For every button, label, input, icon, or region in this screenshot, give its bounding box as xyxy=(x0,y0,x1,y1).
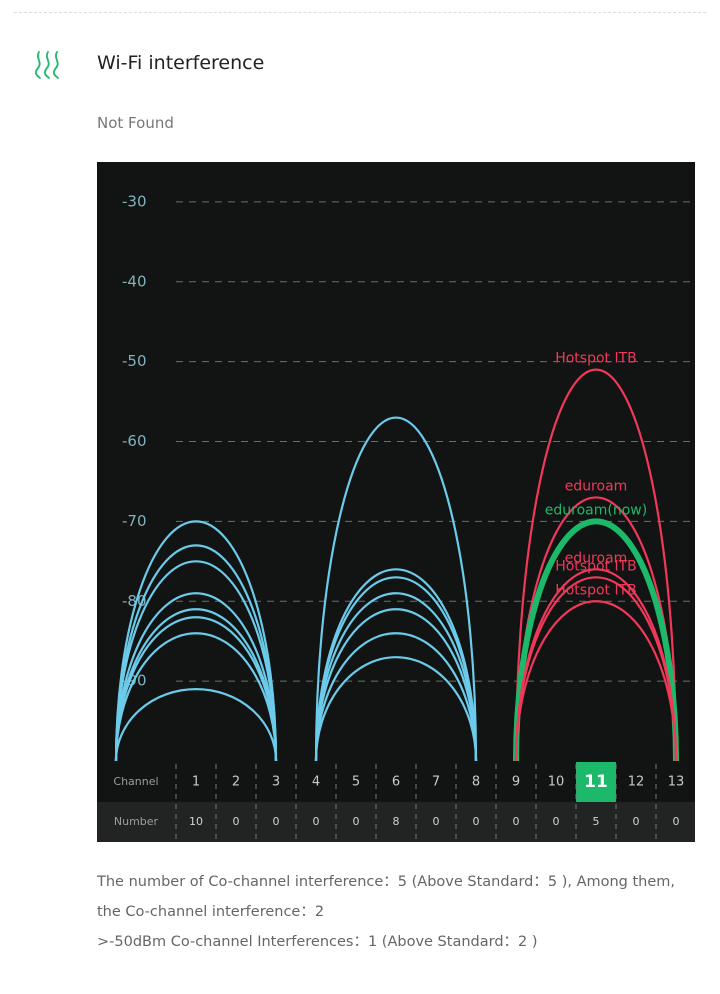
wifi-icon xyxy=(35,51,59,79)
signal-arc xyxy=(114,632,278,762)
signal-arc xyxy=(314,656,478,762)
channel-label: 9 xyxy=(512,775,520,790)
y-tick-label: -60 xyxy=(122,432,147,450)
signal-arc xyxy=(114,688,278,762)
count-label: 8 xyxy=(393,815,400,828)
count-label: 0 xyxy=(273,815,280,828)
y-tick-label: -30 xyxy=(122,192,147,210)
signal-arc xyxy=(314,592,478,762)
channel-label: 6 xyxy=(392,775,400,790)
row-label: Number xyxy=(114,815,159,828)
channel-label: 12 xyxy=(628,775,645,790)
arc-label: Hotspot ITB xyxy=(555,558,637,574)
y-tick-label: -70 xyxy=(122,512,147,530)
signal-arc xyxy=(314,576,478,762)
number-row-background xyxy=(97,802,695,842)
y-tick-label: -50 xyxy=(122,352,147,370)
count-label: 0 xyxy=(313,815,320,828)
signal-arc xyxy=(114,520,278,762)
arc-label: eduroam xyxy=(565,478,628,494)
count-label: 10 xyxy=(189,815,203,828)
signal-arc xyxy=(314,632,478,762)
signal-arc xyxy=(114,544,278,762)
channel-label: 11 xyxy=(584,772,608,792)
signal-arc xyxy=(114,592,278,762)
count-label: 0 xyxy=(513,815,520,828)
row-label: Channel xyxy=(113,775,158,788)
arc-label: Hotspot ITB xyxy=(555,351,637,367)
count-label: 5 xyxy=(593,815,600,828)
current-channel-highlight xyxy=(576,762,616,802)
signal-arc xyxy=(514,600,678,762)
count-label: 0 xyxy=(673,815,680,828)
count-label: 0 xyxy=(633,815,640,828)
count-label: 0 xyxy=(233,815,240,828)
channel-label: 2 xyxy=(232,775,240,790)
arc-label: eduroam(now) xyxy=(545,502,647,518)
arc-label: Hotspot ITB xyxy=(555,582,637,598)
status-text: Not Found xyxy=(97,114,174,132)
chart-background xyxy=(97,162,695,802)
count-label: 0 xyxy=(473,815,480,828)
channel-label: 8 xyxy=(472,775,480,790)
footer-line: The number of Co-channel interference：5 … xyxy=(97,874,676,890)
signal-arc xyxy=(314,416,478,762)
signal-arc xyxy=(114,560,278,762)
channel-label: 4 xyxy=(312,775,320,790)
signal-arc xyxy=(514,576,678,762)
signal-arc xyxy=(514,368,678,762)
channel-label: 7 xyxy=(432,775,440,790)
footer-line: >-50dBm Co-channel Interferences：1 (Abov… xyxy=(97,934,538,950)
section-title: Wi-Fi interference xyxy=(97,52,265,74)
channel-label: 3 xyxy=(272,775,280,790)
signal-arc xyxy=(114,616,278,762)
footer-line: the Co-channel interference：2 xyxy=(97,904,325,920)
channel-label: 10 xyxy=(548,775,565,790)
divider xyxy=(14,12,706,13)
count-label: 0 xyxy=(353,815,360,828)
signal-arc xyxy=(314,608,478,762)
channel-label: 13 xyxy=(668,775,685,790)
channel-label: 1 xyxy=(192,775,200,790)
count-label: 0 xyxy=(553,815,560,828)
y-tick-label: -40 xyxy=(122,272,147,290)
channel-label: 5 xyxy=(352,775,360,790)
arc-label: eduroam xyxy=(565,550,628,566)
signal-arc xyxy=(513,518,679,762)
count-label: 0 xyxy=(433,815,440,828)
